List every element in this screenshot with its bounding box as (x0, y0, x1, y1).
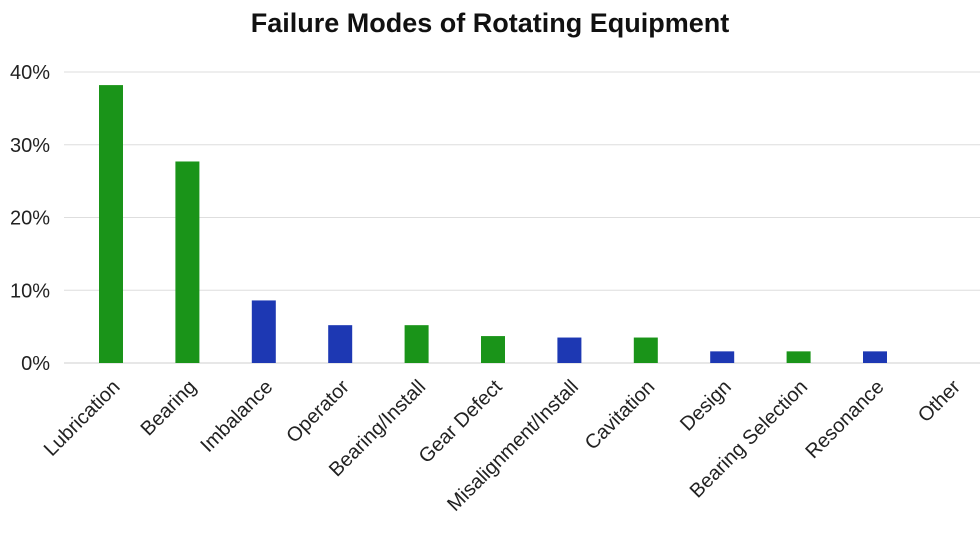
x-tick-label: Misalignment/Install (443, 376, 583, 516)
bar (863, 351, 887, 363)
y-tick-label: 20% (10, 208, 50, 230)
bar (251, 300, 276, 363)
bar (633, 337, 658, 363)
x-tick-label: Lubrication (40, 376, 125, 461)
x-tick-label: Imbalance (197, 376, 278, 457)
x-tick-label: Design (676, 376, 736, 436)
bar (99, 85, 123, 363)
x-tick-label: Cavitation (581, 376, 659, 454)
y-tick-label: 10% (10, 280, 50, 302)
x-tick-label: Other (914, 376, 965, 427)
y-tick-label: 40% (10, 62, 50, 84)
chart-title: Failure Modes of Rotating Equipment (250, 8, 730, 38)
y-tick-label: 0% (21, 353, 50, 375)
y-axis-ticks: 0% 10% 20% 30% 40% (10, 62, 50, 375)
x-tick-label: Operator (282, 376, 354, 448)
bar (404, 325, 429, 363)
gridlines (64, 71, 980, 364)
bars (99, 85, 887, 363)
y-tick-label: 30% (10, 135, 50, 157)
bar (328, 325, 353, 363)
x-tick-label: Resonance (801, 376, 888, 463)
x-tick-label: Bearing (137, 376, 201, 440)
bar (175, 161, 200, 363)
bar (786, 351, 811, 363)
bar (710, 351, 735, 363)
bar (557, 337, 582, 363)
bar (481, 336, 505, 363)
